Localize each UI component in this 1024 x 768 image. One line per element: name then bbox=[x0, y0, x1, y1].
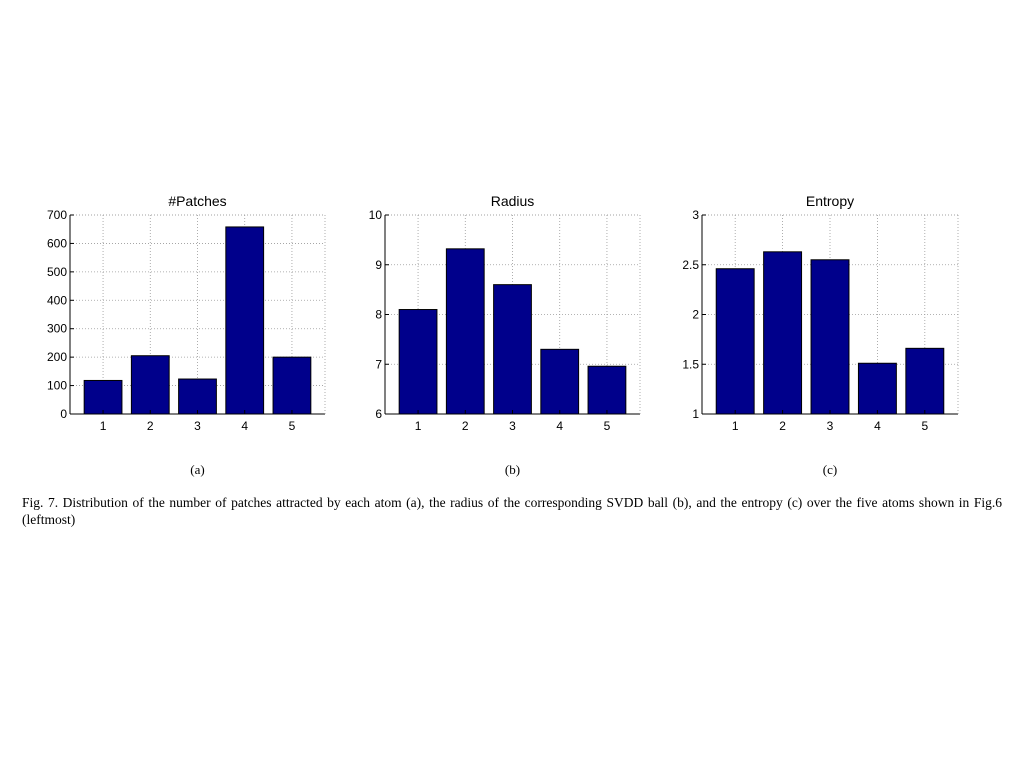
y-tick-label: 200 bbox=[47, 350, 67, 364]
y-tick-label: 1 bbox=[692, 407, 699, 421]
x-tick-label: 1 bbox=[100, 419, 107, 433]
bar bbox=[225, 226, 265, 415]
x-tick-label: 3 bbox=[827, 419, 834, 433]
y-tick-label: 100 bbox=[47, 379, 67, 393]
y-tick-label: 10 bbox=[369, 208, 383, 222]
bar bbox=[905, 347, 945, 415]
y-tick-label: 8 bbox=[375, 308, 382, 322]
x-tick-label: 5 bbox=[289, 419, 296, 433]
y-tick-label: 700 bbox=[47, 208, 67, 222]
panel-sublabel: (a) bbox=[190, 462, 204, 477]
bar bbox=[130, 355, 170, 415]
panel-radius: 6 7 8 9 10 1 2 3 4 5 Radius (b) bbox=[369, 193, 641, 477]
figure-caption: Fig. 7. Distribution of the number of pa… bbox=[22, 495, 1002, 527]
bar bbox=[857, 362, 897, 415]
chart-title: Radius bbox=[491, 193, 535, 209]
bar bbox=[715, 268, 755, 415]
bar bbox=[83, 379, 123, 415]
y-tick-label: 1.5 bbox=[682, 357, 699, 371]
panel-patches: 0 100 200 300 400 500 600 700 1 2 3 4 5 #Patches (a) bbox=[47, 193, 326, 477]
x-tick-label: 2 bbox=[147, 419, 154, 433]
panel-entropy: 1 1.5 2 2.5 3 1 2 3 4 5 Entropy (c) bbox=[682, 193, 959, 477]
x-tick-label: 1 bbox=[415, 419, 422, 433]
bar bbox=[587, 365, 627, 415]
y-tick-label: 9 bbox=[375, 258, 382, 272]
y-tick-label: 400 bbox=[47, 293, 67, 307]
x-tick-label: 4 bbox=[874, 419, 881, 433]
panel-sublabel: (b) bbox=[505, 462, 520, 477]
x-tick-label: 3 bbox=[194, 419, 201, 433]
y-tick-label: 500 bbox=[47, 265, 67, 279]
bar bbox=[763, 251, 803, 415]
chart-title: #Patches bbox=[168, 193, 226, 209]
y-tick-label: 6 bbox=[375, 407, 382, 421]
y-tick-label: 3 bbox=[692, 208, 699, 222]
y-tick-label: 7 bbox=[375, 357, 382, 371]
x-tick-label: 2 bbox=[779, 419, 786, 433]
bar bbox=[540, 348, 580, 415]
y-tick-label: 2 bbox=[692, 308, 699, 322]
x-tick-label: 4 bbox=[556, 419, 563, 433]
panel-sublabel: (c) bbox=[823, 462, 837, 477]
figure: 0 100 200 300 400 500 600 700 1 2 3 4 5 #Patches (a) 6… bbox=[47, 193, 959, 477]
x-tick-label: 3 bbox=[509, 419, 516, 433]
chart-title: Entropy bbox=[806, 193, 854, 209]
bar bbox=[272, 356, 312, 415]
y-tick-label: 300 bbox=[47, 322, 67, 336]
bar bbox=[398, 309, 438, 415]
bar bbox=[178, 378, 217, 415]
x-tick-label: 4 bbox=[241, 419, 248, 433]
y-tick-label: 600 bbox=[47, 236, 67, 250]
x-tick-label: 2 bbox=[462, 419, 469, 433]
bar bbox=[810, 259, 850, 415]
y-tick-label: 0 bbox=[60, 407, 67, 421]
x-tick-label: 1 bbox=[732, 419, 739, 433]
bar bbox=[493, 284, 532, 415]
x-tick-label: 5 bbox=[604, 419, 611, 433]
y-tick-label: 2.5 bbox=[682, 258, 699, 272]
bar bbox=[445, 248, 485, 415]
x-tick-label: 5 bbox=[921, 419, 928, 433]
